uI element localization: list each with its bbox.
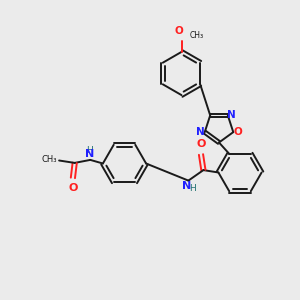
Text: CH₃: CH₃ bbox=[190, 31, 204, 40]
Text: CH₃: CH₃ bbox=[42, 155, 57, 164]
Text: N: N bbox=[182, 181, 191, 191]
Text: N: N bbox=[196, 127, 205, 136]
Text: N: N bbox=[227, 110, 236, 120]
Text: O: O bbox=[68, 183, 78, 193]
Text: O: O bbox=[175, 26, 184, 36]
Text: H: H bbox=[189, 184, 195, 193]
Text: O: O bbox=[233, 127, 242, 137]
Text: H: H bbox=[86, 146, 93, 155]
Text: N: N bbox=[85, 149, 94, 159]
Text: O: O bbox=[196, 139, 206, 149]
